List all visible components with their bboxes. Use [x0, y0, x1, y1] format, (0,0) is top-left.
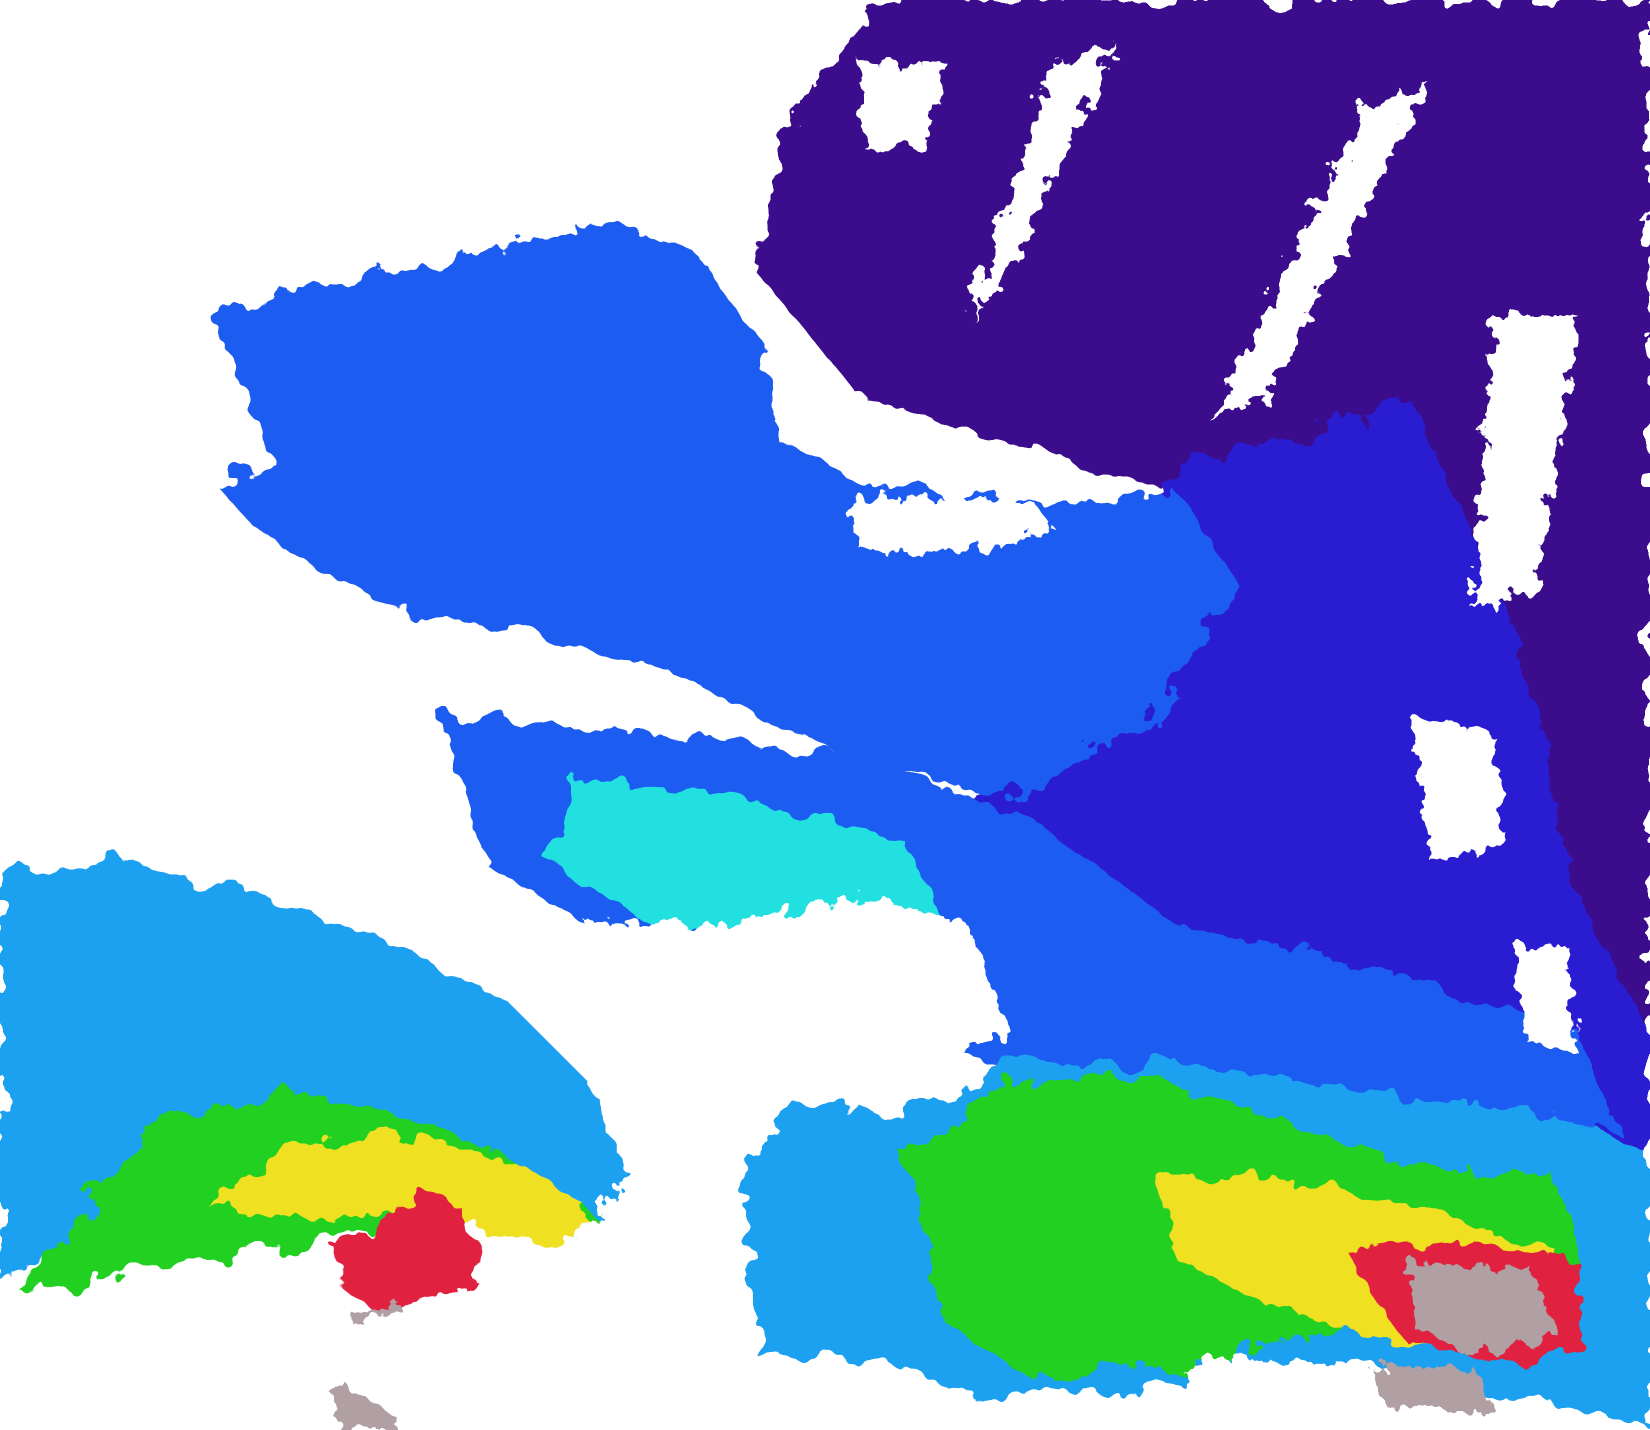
ocean-region-very-low [757, 0, 1650, 1052]
land-no-data-east [1410, 1261, 1558, 1357]
ocean-region-extreme [336, 1188, 485, 1315]
island-puerto-rico [852, 494, 1053, 553]
ocean-region-low-mid-north [189, 220, 1242, 800]
cloud-mask-central [315, 893, 1011, 1430]
cloud-streak-4 [862, 63, 948, 148]
cloud-streak-3 [1473, 315, 1579, 610]
cloud-mask-southeast [1157, 1356, 1368, 1430]
cloud-streak-2 [1210, 84, 1432, 421]
ocean-region-very-high-west [210, 1135, 590, 1252]
cloud-mask-west [0, 0, 863, 863]
land-no-data-southeast [1367, 1366, 1495, 1409]
cloud-mask-south [0, 1303, 316, 1430]
cloud-patch-6 [1515, 946, 1579, 1052]
cloud-streak-1 [968, 42, 1116, 316]
cloud-patch-5 [1410, 715, 1505, 863]
